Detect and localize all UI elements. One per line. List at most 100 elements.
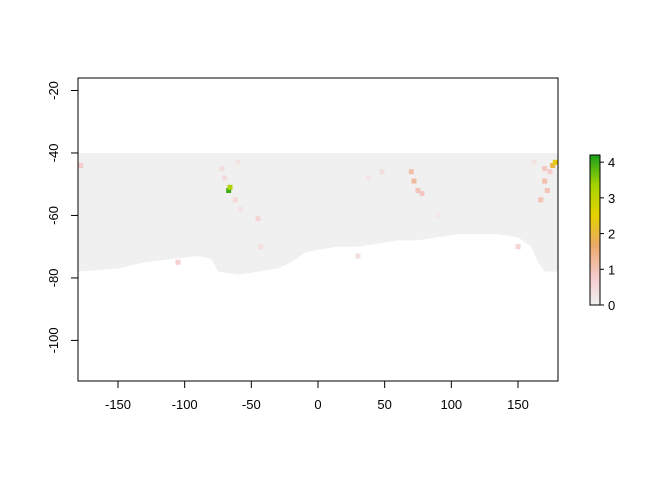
raster-cell bbox=[226, 188, 232, 193]
legend-tick-label: 0 bbox=[608, 298, 615, 313]
legend-color-step bbox=[590, 302, 600, 306]
raster-cell bbox=[258, 244, 264, 250]
raster-cell bbox=[542, 166, 548, 172]
legend-tick-label: 4 bbox=[608, 155, 615, 170]
raster-cell bbox=[222, 175, 228, 181]
raster-cell bbox=[552, 159, 558, 165]
legend-color-step bbox=[590, 282, 600, 286]
raster-cell bbox=[531, 159, 537, 165]
raster-cell bbox=[175, 259, 181, 265]
color-legend: 0 1 2 3 4 bbox=[589, 154, 615, 313]
raster-cell bbox=[415, 188, 421, 193]
x-axis: -150 -100 -50 0 50 100 150 bbox=[105, 380, 529, 412]
legend-tick-label: 3 bbox=[608, 191, 615, 206]
legend-color-step bbox=[590, 205, 600, 208]
legend-color-step bbox=[590, 267, 600, 271]
legend-color-step bbox=[590, 200, 600, 203]
legend-color-step bbox=[590, 225, 600, 228]
legend-color-step bbox=[590, 232, 600, 236]
legend-color-step bbox=[590, 252, 600, 256]
legend-color-step bbox=[590, 242, 600, 246]
raster-cell bbox=[419, 191, 425, 197]
legend-color-step bbox=[590, 185, 600, 188]
raster-cell bbox=[515, 244, 521, 250]
raster-cell bbox=[255, 216, 261, 222]
legend-color-step bbox=[590, 210, 600, 213]
legend-color-step bbox=[590, 212, 600, 216]
legend-color-step bbox=[590, 295, 600, 298]
raster-cell bbox=[227, 184, 233, 190]
legend-color-step bbox=[590, 222, 600, 226]
legend-color-step bbox=[590, 290, 600, 293]
legend-color-step bbox=[590, 227, 600, 231]
legend-color-step bbox=[590, 202, 600, 206]
legend-color-step bbox=[590, 265, 600, 268]
legend-tick-label: 1 bbox=[608, 262, 615, 277]
raster-cell bbox=[538, 197, 544, 203]
raster-cell bbox=[355, 253, 361, 259]
legend-color-step bbox=[590, 285, 600, 288]
y-axis: -20 -40 -60 -80 -100 bbox=[46, 81, 79, 353]
legend-color-step bbox=[590, 172, 600, 176]
raster-cell bbox=[232, 197, 238, 203]
legend-color-step bbox=[590, 257, 600, 261]
raster-cell bbox=[366, 175, 372, 181]
legend-color-step bbox=[590, 237, 600, 241]
y-tick-label: -40 bbox=[46, 144, 61, 163]
raster-cell bbox=[219, 166, 225, 172]
legend-color-step bbox=[590, 215, 600, 218]
legend-color-step bbox=[590, 230, 600, 233]
legend-color-step bbox=[590, 280, 600, 283]
legend-color-step bbox=[590, 192, 600, 196]
legend-color-step bbox=[590, 272, 600, 276]
legend-color-step bbox=[590, 182, 600, 186]
y-tick-label: -60 bbox=[46, 206, 61, 225]
legend-color-step bbox=[590, 217, 600, 221]
x-tick-label: -150 bbox=[105, 397, 131, 412]
legend-color-step bbox=[590, 160, 600, 163]
legend-color-step bbox=[590, 180, 600, 183]
legend-color-step bbox=[590, 197, 600, 201]
x-tick-label: 50 bbox=[377, 397, 391, 412]
raster-cell bbox=[411, 178, 417, 184]
legend-color-step bbox=[590, 187, 600, 191]
legend-color-step bbox=[590, 255, 600, 258]
raster-layer bbox=[78, 152, 558, 275]
legend-color-step bbox=[590, 287, 600, 291]
legend-color-step bbox=[590, 162, 600, 166]
raster-cell bbox=[550, 163, 556, 168]
raster-zero-area bbox=[78, 152, 558, 275]
legend-color-step bbox=[590, 155, 600, 158]
legend-color-step bbox=[590, 235, 600, 238]
x-tick-label: -100 bbox=[172, 397, 198, 412]
raster-cell bbox=[235, 159, 241, 165]
legend-color-step bbox=[590, 240, 600, 243]
legend-color-step bbox=[590, 207, 600, 211]
legend-color-step bbox=[590, 165, 600, 168]
legend-color-step bbox=[590, 262, 600, 266]
raster-cell bbox=[544, 188, 550, 193]
legend-color-step bbox=[590, 260, 600, 263]
legend-color-step bbox=[590, 277, 600, 281]
legend-color-step bbox=[590, 297, 600, 301]
y-tick-label: -20 bbox=[46, 81, 61, 100]
raster-cell bbox=[435, 212, 441, 218]
legend-color-step bbox=[590, 220, 600, 223]
legend-color-step bbox=[590, 245, 600, 248]
x-tick-label: 100 bbox=[440, 397, 462, 412]
legend-color-step bbox=[590, 177, 600, 181]
legend-color-step bbox=[590, 167, 600, 171]
y-tick-label: -100 bbox=[46, 327, 61, 353]
legend-color-step bbox=[590, 170, 600, 173]
legend-frame bbox=[589, 154, 601, 306]
raster-cell bbox=[78, 163, 84, 168]
legend-color-step bbox=[590, 190, 600, 193]
legend-color-step bbox=[590, 270, 600, 273]
x-tick-label: 0 bbox=[314, 397, 321, 412]
raster-cell bbox=[547, 169, 553, 175]
y-tick-label: -80 bbox=[46, 269, 61, 288]
raster-cell bbox=[238, 206, 244, 212]
legend-color-step bbox=[590, 175, 600, 178]
legend-color-step bbox=[590, 275, 600, 278]
